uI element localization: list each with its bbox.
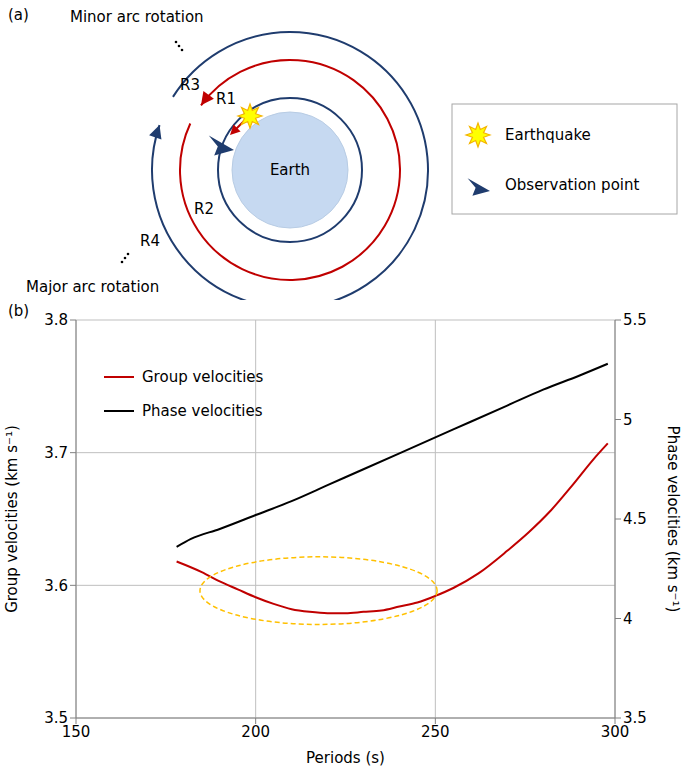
svg-text:3.5: 3.5 bbox=[623, 709, 647, 727]
svg-text:Earth: Earth bbox=[270, 161, 310, 179]
svg-text:Observation point: Observation point bbox=[505, 176, 639, 194]
svg-text:5.5: 5.5 bbox=[623, 311, 647, 329]
svg-text:Earthquake: Earthquake bbox=[505, 126, 591, 144]
svg-text:R4: R4 bbox=[140, 232, 160, 250]
svg-text:150: 150 bbox=[61, 722, 91, 741]
svg-text:5: 5 bbox=[623, 411, 633, 429]
svg-text:250: 250 bbox=[421, 723, 450, 741]
svg-text:Phase velocities (km s⁻¹): Phase velocities (km s⁻¹) bbox=[664, 426, 682, 613]
svg-text:4.5: 4.5 bbox=[623, 510, 647, 528]
svg-text:3.6: 3.6 bbox=[44, 577, 68, 595]
svg-text:Major arc rotation: Major arc rotation bbox=[26, 278, 159, 296]
svg-text:Minor arc rotation: Minor arc rotation bbox=[70, 8, 204, 26]
svg-text:(a): (a) bbox=[8, 6, 29, 24]
svg-text:Periods (s): Periods (s) bbox=[306, 749, 385, 767]
svg-text:200: 200 bbox=[241, 723, 270, 741]
svg-text:3.5: 3.5 bbox=[44, 709, 68, 727]
svg-text:R3: R3 bbox=[180, 76, 200, 94]
svg-text:300: 300 bbox=[600, 722, 630, 741]
svg-text:Group velocities (km s⁻¹): Group velocities (km s⁻¹) bbox=[3, 425, 21, 613]
html-text:Phase velocities: Phase velocities bbox=[142, 402, 263, 420]
html-text:(b): (b) bbox=[8, 302, 30, 320]
svg-text:R1: R1 bbox=[216, 90, 236, 108]
html-text:Group velocities: Group velocities bbox=[142, 368, 264, 386]
svg-text:4: 4 bbox=[623, 610, 633, 628]
svg-text:R2: R2 bbox=[194, 200, 214, 218]
svg-text:3.8: 3.8 bbox=[44, 311, 68, 329]
svg-text:3.7: 3.7 bbox=[44, 444, 68, 462]
